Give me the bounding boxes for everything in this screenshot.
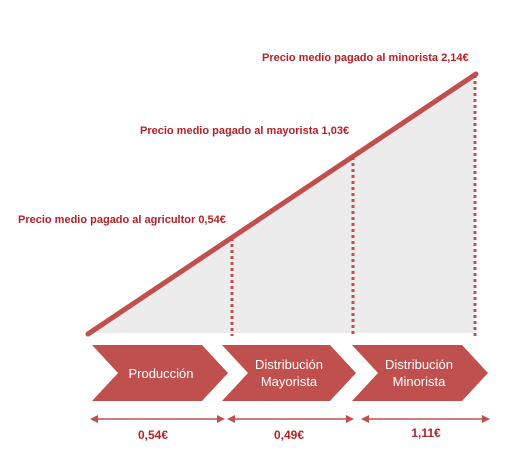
price-rise-line xyxy=(85,71,479,337)
margin-production-value: 0,54€ xyxy=(137,428,169,442)
wholesaler-price-label: Precio medio pagado al mayorista 1,03€ xyxy=(140,125,350,137)
stage-production-line1: Producción xyxy=(128,366,194,381)
margin-wholesale-value: 0,49€ xyxy=(273,428,305,442)
stage-arrow-wholesale xyxy=(222,345,356,401)
stage-retail-line2: Minorista xyxy=(392,374,446,389)
margin-retail-value: 1,11€ xyxy=(411,426,441,440)
stage-arrow-retail xyxy=(352,345,488,401)
margin-arrow-wholesale xyxy=(227,415,354,423)
stage-retail-line1: Distribución xyxy=(385,357,453,372)
stage-production-label: Producción xyxy=(118,365,204,382)
margin-arrow-production xyxy=(90,415,225,423)
farmer-price-label: Precio medio pagado al agricultor 0,54€ xyxy=(18,214,226,226)
stage-arrow-production xyxy=(92,345,228,401)
stage-wholesale-label: Distribución Mayorista xyxy=(244,356,334,390)
margin-arrow-retail xyxy=(361,415,490,423)
stage-retail-label: Distribución Minorista xyxy=(374,356,464,390)
stage-wholesale-line1: Distribución xyxy=(255,357,323,372)
retailer-price-label: Precio medio pagado al minorista 2,14€ xyxy=(262,52,469,64)
stage-wholesale-line2: Mayorista xyxy=(260,374,318,389)
